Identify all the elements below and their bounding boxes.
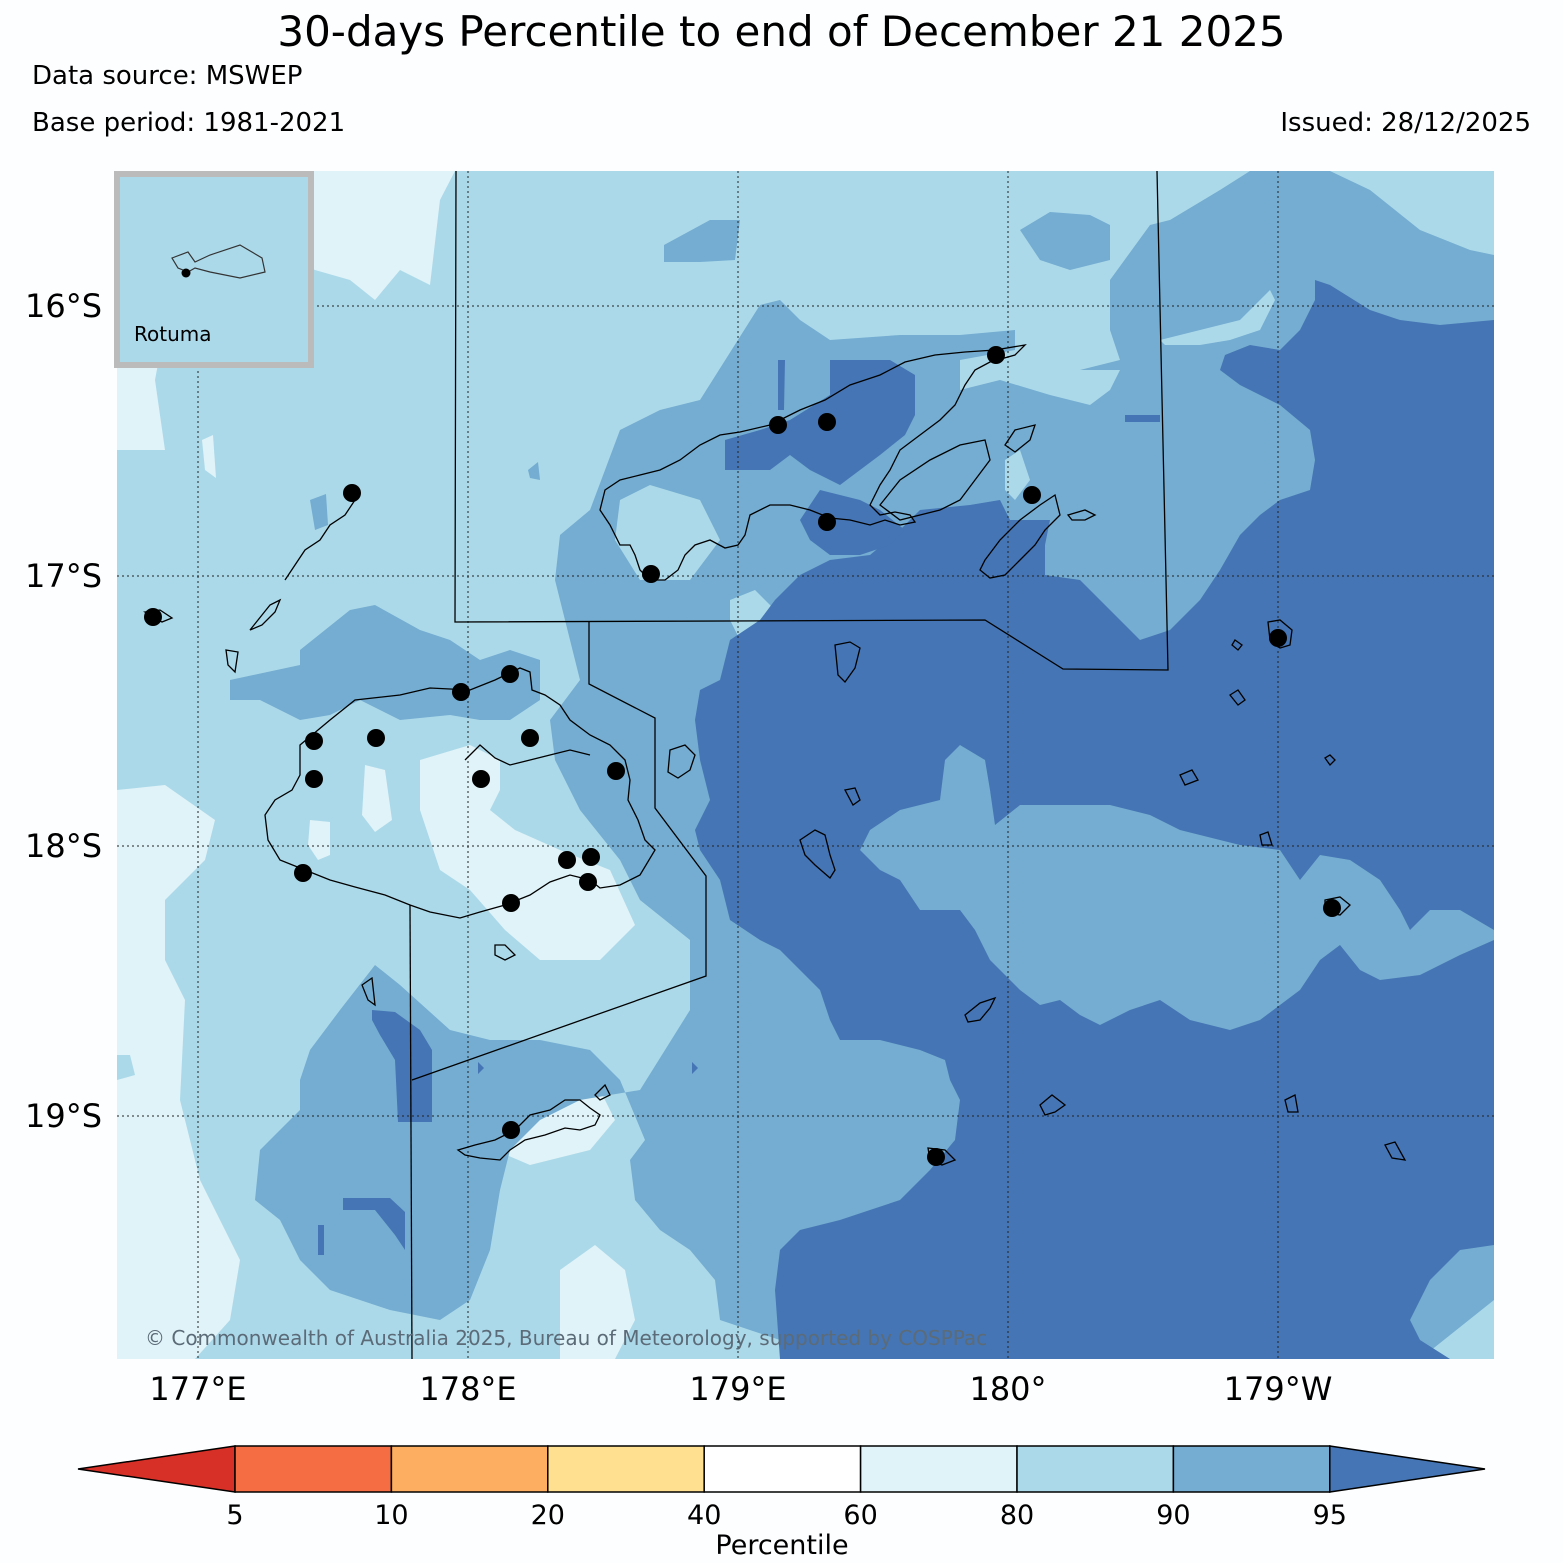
station-dot — [818, 413, 836, 431]
colorbar-bin — [547, 1445, 705, 1493]
latitude-labels: 16°S 17°S 18°S 19°S — [25, 287, 102, 1135]
lon-label: 180° — [969, 1370, 1046, 1408]
lon-label: 177°E — [149, 1370, 246, 1408]
station-dot — [502, 1121, 520, 1139]
colorbar-bin — [1172, 1445, 1331, 1493]
station-dot — [1023, 486, 1041, 504]
inset-label: Rotuma — [134, 322, 212, 346]
colorbar-tick: 40 — [687, 1500, 721, 1531]
station-dot — [818, 513, 836, 531]
station-dot — [502, 894, 520, 912]
data-source-label: Data source: MSWEP — [32, 61, 303, 91]
map-title: 30-days Percentile to end of December 21… — [277, 7, 1286, 56]
issued-date-label: Issued: 28/12/2025 — [1280, 108, 1531, 138]
lat-label: 17°S — [25, 557, 102, 595]
station-dot — [472, 770, 490, 788]
station-dot — [452, 683, 470, 701]
lon-label: 179°E — [689, 1370, 786, 1408]
colorbar-low-arrow — [77, 1445, 236, 1493]
colorbar-tick: 10 — [374, 1500, 408, 1531]
colorbar-tick: 80 — [1000, 1500, 1034, 1531]
station-dot — [521, 729, 539, 747]
lat-label: 19°S — [25, 1097, 102, 1135]
station-dot — [1269, 629, 1287, 647]
station-dot — [367, 729, 385, 747]
colorbar-tick: 20 — [531, 1500, 565, 1531]
station-dot — [987, 346, 1005, 364]
colorbar-high-arrow — [1329, 1445, 1486, 1493]
division-boundaries — [409, 171, 1169, 1359]
lat-label: 18°S — [25, 827, 102, 865]
colorbar-bin — [390, 1445, 549, 1493]
colorbar-bin — [703, 1445, 862, 1493]
station-dot — [642, 565, 660, 583]
station-dot — [558, 851, 576, 869]
station-dot — [607, 762, 625, 780]
longitude-labels: 177°E 178°E 179°E 180° 179°W — [149, 1370, 1332, 1408]
station-dot — [1323, 899, 1341, 917]
rotuma-inset: Rotuma — [114, 171, 314, 368]
lon-label: 178°E — [419, 1370, 516, 1408]
station-dot — [343, 484, 361, 502]
station-dot — [305, 770, 323, 788]
station-markers — [144, 346, 1341, 1166]
station-dot — [579, 873, 597, 891]
colorbar-tick: 60 — [843, 1500, 877, 1531]
colorbar-bin — [859, 1445, 1018, 1493]
colorbar — [77, 1445, 1486, 1493]
colorbar-bin — [1016, 1445, 1175, 1493]
contour-80-90-inner — [615, 290, 1275, 640]
station-dot — [582, 848, 600, 866]
lat-label: 16°S — [25, 287, 102, 325]
colorbar-bin — [234, 1445, 393, 1493]
graticule — [117, 171, 1494, 1359]
lon-label: 179°W — [1224, 1370, 1333, 1408]
station-dot — [927, 1148, 945, 1166]
station-dot — [305, 732, 323, 750]
colorbar-tick-labels: 5 10 20 40 60 80 90 95 Percentile — [226, 1500, 1347, 1561]
station-dot — [294, 864, 312, 882]
colorbar-tick: 95 — [1313, 1500, 1347, 1531]
colorbar-tick: 5 — [226, 1500, 243, 1531]
percentile-map — [117, 171, 1494, 1359]
colorbar-tick: 90 — [1156, 1500, 1190, 1531]
station-dot — [144, 608, 162, 626]
colorbar-label: Percentile — [715, 1530, 848, 1561]
station-dot — [181, 268, 191, 278]
copyright-notice: © Commonwealth of Australia 2025, Bureau… — [145, 1326, 987, 1350]
station-dot — [501, 665, 519, 683]
base-period-label: Base period: 1981-2021 — [32, 108, 346, 138]
station-dot — [769, 416, 787, 434]
